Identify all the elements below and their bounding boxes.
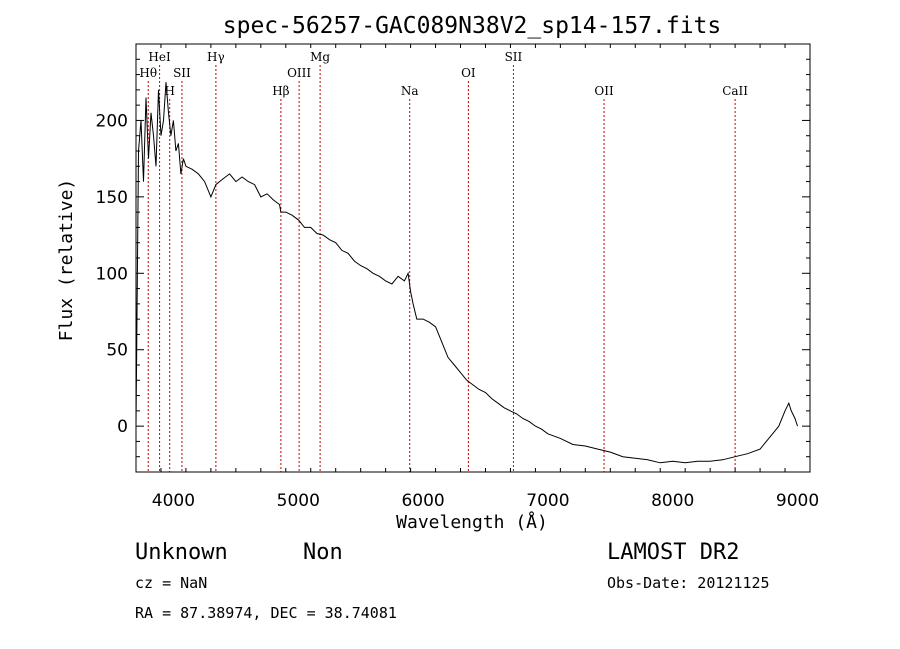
marker-label-12: CaII bbox=[722, 84, 748, 98]
marker-label-2: H bbox=[164, 84, 174, 98]
x-tick-label: 6000 bbox=[401, 491, 444, 511]
marker-label-4: Hγ bbox=[207, 50, 225, 64]
y-axis-ticks: 0 50 100 150 200 bbox=[96, 43, 810, 473]
marker-label-7: Mg bbox=[310, 50, 330, 64]
line-markers: Hθ HeI H SII Hγ Hβ OIII Mg Na OI SII OII CaII bbox=[139, 50, 748, 472]
x-axis-label: Wavelength (Å) bbox=[396, 511, 548, 533]
marker-label-1: HeI bbox=[148, 50, 171, 64]
marker-label-8: Na bbox=[401, 84, 419, 98]
x-tick-label: 4000 bbox=[152, 491, 195, 511]
obs-date: Obs-Date: 20121125 bbox=[607, 574, 770, 592]
y-tick-label: 100 bbox=[96, 264, 128, 284]
chart-title: spec-56257-GAC089N38V2_sp14-157.fits bbox=[223, 13, 722, 39]
marker-label-5: Hβ bbox=[272, 84, 289, 98]
object-class: Unknown bbox=[135, 540, 228, 565]
y-tick-label: 50 bbox=[106, 341, 128, 361]
y-tick-label: 0 bbox=[117, 417, 128, 437]
marker-label-9: OI bbox=[461, 66, 476, 80]
spectrum-line bbox=[135, 82, 798, 464]
marker-label-11: OII bbox=[594, 84, 614, 98]
marker-label-0: Hθ bbox=[139, 66, 157, 80]
survey-name: LAMOST DR2 bbox=[607, 540, 739, 565]
x-tick-label: 9000 bbox=[776, 491, 819, 511]
y-tick-label: 200 bbox=[96, 111, 128, 131]
y-tick-label: 150 bbox=[96, 188, 128, 208]
x-tick-label: 5000 bbox=[277, 491, 320, 511]
y-axis-label: Flux (relative) bbox=[56, 179, 77, 342]
object-subclass: Non bbox=[303, 540, 343, 565]
marker-label-10: SII bbox=[505, 50, 523, 64]
marker-label-3: SII bbox=[173, 66, 191, 80]
plot-frame bbox=[135, 43, 811, 473]
x-tick-label: 8000 bbox=[651, 491, 694, 511]
coordinates: RA = 87.38974, DEC = 38.74081 bbox=[135, 604, 397, 622]
marker-label-6: OIII bbox=[287, 66, 311, 80]
x-tick-label: 7000 bbox=[526, 491, 569, 511]
redshift-text: cz = NaN bbox=[135, 574, 207, 592]
x-axis-ticks: 4000 5000 6000 7000 8000 9000 bbox=[135, 44, 819, 511]
